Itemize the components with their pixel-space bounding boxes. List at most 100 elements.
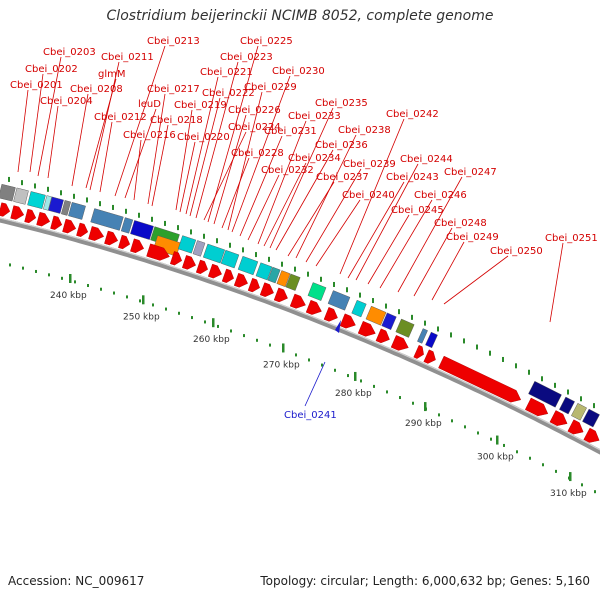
gene-arrow[interactable] xyxy=(10,205,26,222)
gene-label[interactable]: Cbei_0230 xyxy=(272,66,325,77)
cog-feature-box[interactable] xyxy=(425,331,438,349)
gene-label[interactable]: Cbei_0229 xyxy=(244,82,297,93)
gene-arrow[interactable] xyxy=(221,268,236,285)
gene-arrow[interactable] xyxy=(390,335,411,353)
gene-label[interactable]: Cbei_0216 xyxy=(123,130,176,141)
gene-arrow[interactable] xyxy=(339,313,358,331)
cog-feature-box[interactable] xyxy=(27,191,46,209)
gene-arrow[interactable] xyxy=(567,419,586,438)
cog-feature-box[interactable] xyxy=(267,266,281,284)
cog-feature-box[interactable] xyxy=(0,183,16,202)
gene-label[interactable]: Cbei_0202 xyxy=(25,64,78,75)
gene-label[interactable]: Cbei_0224 xyxy=(228,122,281,133)
gene-label[interactable]: Cbei_0219 xyxy=(174,100,227,111)
gene-arrow[interactable] xyxy=(50,215,63,231)
cog-feature-box[interactable] xyxy=(61,200,71,216)
gene-arrow[interactable] xyxy=(62,218,77,235)
gene-label[interactable]: Cbei_0249 xyxy=(446,232,499,243)
gene-arrow[interactable] xyxy=(583,427,600,446)
gene-arrow[interactable] xyxy=(413,345,427,360)
gene-arrow[interactable] xyxy=(273,287,290,304)
cog-feature-box[interactable] xyxy=(417,328,428,344)
gene-arrow[interactable] xyxy=(182,255,197,271)
gene-label[interactable]: Cbei_0240 xyxy=(342,190,395,201)
cog-feature-box[interactable] xyxy=(43,195,52,211)
gene-arrow[interactable] xyxy=(233,272,250,289)
cog-feature-box[interactable] xyxy=(177,235,197,254)
gene-label[interactable]: Cbei_0246 xyxy=(414,190,467,201)
gene-label[interactable]: Cbei_0218 xyxy=(150,115,203,126)
gene-arrow[interactable] xyxy=(88,226,105,242)
gene-label[interactable]: Cbei_0226 xyxy=(228,105,281,116)
gene-label[interactable]: Cbei_0247 xyxy=(444,167,497,178)
gene-label[interactable]: Cbei_0220 xyxy=(177,132,230,143)
cog-feature-box[interactable] xyxy=(528,380,562,408)
cog-feature-box[interactable] xyxy=(48,196,64,214)
cog-feature-box[interactable] xyxy=(571,402,587,421)
cog-feature-box[interactable] xyxy=(307,282,327,301)
gene-label[interactable]: Cbei_0223 xyxy=(220,52,273,63)
gene-label[interactable]: Cbei_0203 xyxy=(43,47,96,58)
gene-arrow[interactable] xyxy=(207,263,224,280)
cog-feature-box[interactable] xyxy=(90,208,124,231)
gene-label[interactable]: Cbei_0201 xyxy=(10,80,63,91)
cog-feature-box[interactable] xyxy=(351,299,367,318)
gene-label[interactable]: Cbei_0222 xyxy=(202,88,255,99)
gene-label[interactable]: Cbei_0238 xyxy=(338,125,391,136)
gene-arrow[interactable] xyxy=(375,328,392,346)
cog-feature-box[interactable] xyxy=(559,396,575,415)
cog-feature-box[interactable] xyxy=(327,290,351,311)
gene-label[interactable]: glmM xyxy=(98,69,126,80)
gene-label[interactable]: Cbei_0243 xyxy=(386,172,439,183)
gene-label[interactable]: Cbei_0228 xyxy=(231,148,284,159)
gene-label[interactable]: Cbei_0212 xyxy=(94,112,147,123)
gene-label[interactable]: Cbei_0232 xyxy=(261,165,314,176)
cog-feature-box[interactable] xyxy=(582,408,600,428)
gene-label[interactable]: leuD xyxy=(138,99,161,110)
cog-feature-box[interactable] xyxy=(68,202,86,220)
cog-feature-box[interactable] xyxy=(285,273,301,291)
gene-arrow[interactable] xyxy=(247,277,262,294)
gene-label[interactable]: Cbei_0213 xyxy=(147,36,200,47)
gene-label[interactable]: Cbei_0244 xyxy=(400,154,453,165)
gene-label[interactable]: Cbei_0211 xyxy=(101,52,154,63)
gene-arrow[interactable] xyxy=(524,397,550,419)
gene-arrow[interactable] xyxy=(146,243,172,263)
gene-label[interactable]: Cbei_0233 xyxy=(288,111,341,122)
reverse-gene-arrow[interactable] xyxy=(335,320,341,333)
cog-feature-box[interactable] xyxy=(276,270,291,288)
cog-feature-box[interactable] xyxy=(395,318,415,338)
gene-arrow[interactable] xyxy=(438,355,523,405)
gene-arrow[interactable] xyxy=(76,222,89,238)
gene-arrow[interactable] xyxy=(36,211,52,228)
gene-arrow[interactable] xyxy=(169,251,184,266)
gene-arrow[interactable] xyxy=(130,238,145,255)
gene-label[interactable]: Cbei_0245 xyxy=(391,205,444,216)
gene-arrow[interactable] xyxy=(118,234,131,250)
cog-feature-box[interactable] xyxy=(202,243,226,264)
cog-feature-box[interactable] xyxy=(255,262,273,281)
cog-feature-box[interactable] xyxy=(192,240,206,257)
gene-label[interactable]: Cbei_0237 xyxy=(316,172,369,183)
gene-label[interactable]: Cbei_0248 xyxy=(434,218,487,229)
gene-arrow[interactable] xyxy=(195,259,210,276)
cog-feature-box[interactable] xyxy=(220,249,240,269)
gene-label[interactable]: Cbei_0239 xyxy=(343,159,396,170)
gene-arrow[interactable] xyxy=(423,349,438,366)
cog-feature-box[interactable] xyxy=(381,312,397,330)
gene-arrow[interactable] xyxy=(357,321,378,339)
gene-label[interactable]: Cbei_0234 xyxy=(288,153,341,164)
gene-arrow[interactable] xyxy=(104,230,119,247)
cog-feature-box[interactable] xyxy=(130,220,154,240)
gene-arrow[interactable] xyxy=(305,299,324,317)
gene-arrow[interactable] xyxy=(289,293,308,311)
gene-label[interactable]: Cbei_0236 xyxy=(315,140,368,151)
gene-label[interactable]: Cbei_0204 xyxy=(40,96,93,107)
gene-label[interactable]: Cbei_0231 xyxy=(264,126,317,137)
gene-labels[interactable]: Cbei_0201Cbei_0202Cbei_0203Cbei_0204Cbei… xyxy=(10,36,598,421)
gene-label[interactable]: Cbei_0251 xyxy=(545,233,598,244)
gene-arrow[interactable] xyxy=(259,282,276,299)
gene-label[interactable]: Cbei_0250 xyxy=(490,246,543,257)
gene-label[interactable]: Cbei_0225 xyxy=(240,36,293,47)
gene-label-reverse[interactable]: Cbei_0241 xyxy=(284,410,337,421)
